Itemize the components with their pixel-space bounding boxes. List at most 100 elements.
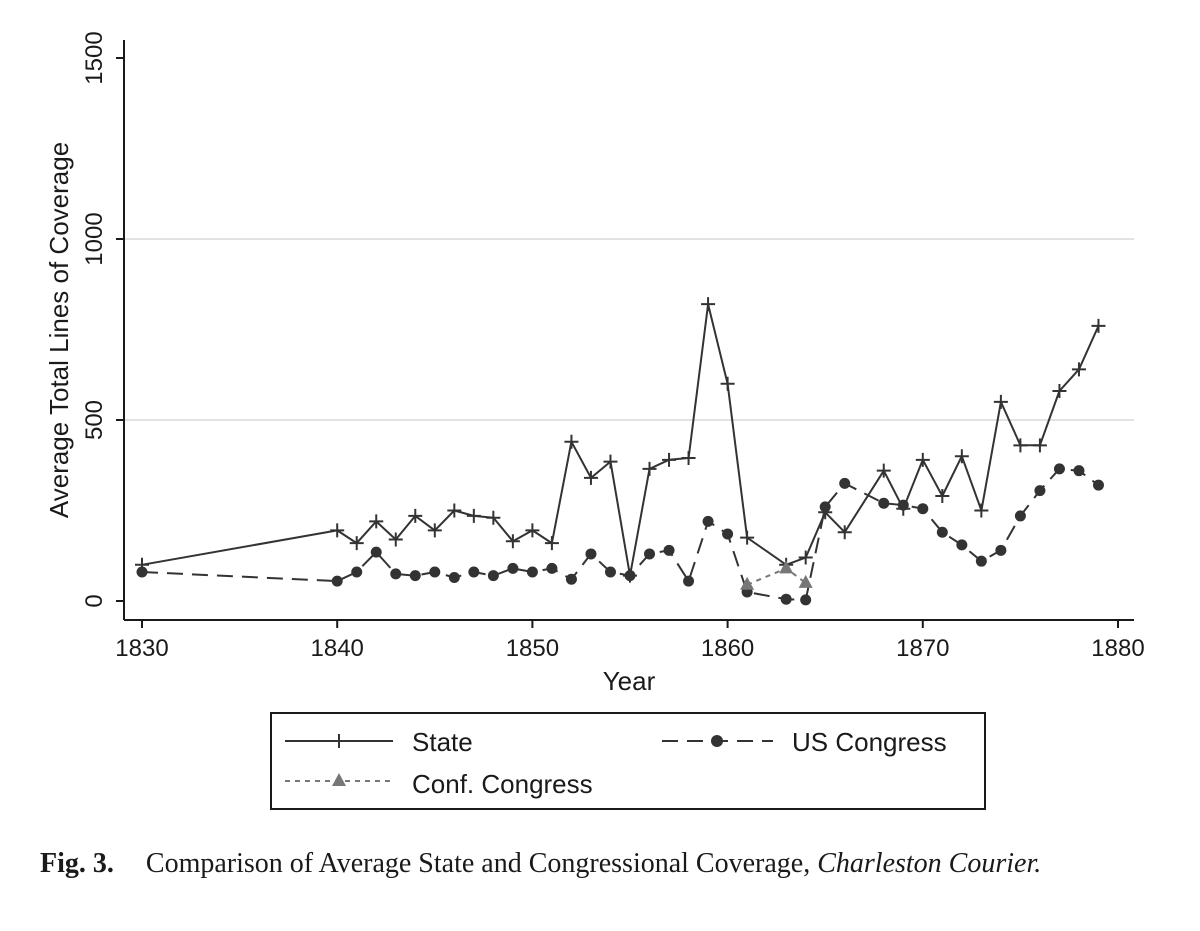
point-state-1870 — [915, 452, 930, 467]
x-tick-label-1880: 1880 — [1091, 635, 1144, 662]
point-us-congress-1855 — [624, 570, 636, 582]
point-state-1875 — [1013, 438, 1028, 453]
point-us-congress-1870 — [917, 503, 929, 515]
figure-caption-italic: Charleston Courier. — [817, 848, 1042, 879]
point-us-congress-1843 — [390, 568, 402, 580]
point-state-1844 — [408, 508, 423, 523]
point-us-congress-1874 — [995, 544, 1007, 556]
figure-caption: Fig. 3. Comparison of Average State and C… — [40, 848, 1180, 880]
point-us-congress-1849 — [507, 562, 519, 574]
series-us-congress — [136, 463, 1104, 606]
legend-us-congress-label: US Congress — [792, 727, 947, 757]
point-us-congress-1860 — [722, 528, 734, 540]
point-state-1852 — [564, 434, 579, 449]
point-state-1848 — [486, 510, 501, 525]
x-tick-label-1830: 1830 — [115, 635, 168, 662]
point-state-1842 — [369, 514, 384, 529]
point-us-congress-1869 — [897, 499, 909, 511]
point-us-congress-1859 — [702, 515, 714, 527]
series-line-conf-congress — [746, 567, 807, 586]
point-state-1866 — [837, 525, 852, 540]
point-state-1879 — [1091, 318, 1106, 333]
point-state-1849 — [505, 534, 520, 549]
series-layer — [135, 297, 1106, 606]
legend-box — [270, 712, 986, 810]
x-axis-title: Year — [603, 666, 656, 696]
point-conf-congress-1863 — [779, 560, 794, 574]
point-us-congress-1840 — [331, 575, 343, 587]
series-line-us-congress — [141, 467, 1100, 601]
point-conf-congress-1864 — [798, 574, 813, 588]
legend-conf-congress-marker — [332, 773, 346, 786]
figure-caption-text: Comparison of Average State and Congress… — [145, 848, 811, 879]
point-state-1874 — [993, 394, 1008, 409]
ticks-layer: 0 500 1000 1500 1830 1840 1850 1860 1870 1880 — [81, 31, 1145, 662]
point-state-1860 — [720, 376, 735, 391]
point-us-congress-1847 — [468, 566, 480, 578]
y-tick-label-0: 0 — [81, 594, 108, 607]
point-state-1861 — [740, 530, 755, 545]
point-us-congress-1852 — [565, 573, 577, 585]
point-state-1858 — [681, 451, 696, 466]
y-tick-label-1500: 1500 — [81, 31, 108, 84]
legend: State US Congress Conf. Congress — [270, 712, 986, 810]
legend-item-state: State — [285, 727, 473, 757]
point-us-congress-1871 — [936, 526, 948, 538]
point-us-congress-1877 — [1053, 463, 1065, 475]
point-us-congress-1848 — [487, 570, 499, 582]
x-tick-label-1860: 1860 — [701, 635, 754, 662]
legend-us-congress-marker — [711, 735, 723, 747]
point-us-congress-1851 — [546, 562, 558, 574]
point-us-congress-1854 — [604, 566, 616, 578]
point-state-1846 — [447, 503, 462, 518]
point-us-congress-1875 — [1014, 510, 1026, 522]
point-us-congress-1857 — [663, 544, 675, 556]
point-us-congress-1841 — [351, 566, 363, 578]
point-state-1843 — [388, 532, 403, 547]
point-state-1859 — [701, 297, 716, 312]
point-state-1864 — [798, 550, 813, 565]
series-state — [135, 297, 1106, 583]
point-state-1851 — [544, 536, 559, 551]
point-state-1853 — [583, 470, 598, 485]
point-state-1854 — [603, 454, 618, 469]
point-us-congress-1878 — [1073, 465, 1085, 477]
y-tick-label-500: 500 — [81, 400, 108, 440]
point-us-congress-1863 — [780, 593, 792, 605]
point-us-congress-1844 — [409, 570, 421, 582]
point-us-congress-1842 — [370, 546, 382, 558]
series-conf-congress — [740, 560, 813, 590]
point-state-1872 — [954, 449, 969, 464]
point-state-1841 — [349, 536, 364, 551]
axes-layer — [123, 40, 1134, 621]
x-tick-label-1870: 1870 — [896, 635, 949, 662]
point-state-1850 — [525, 523, 540, 538]
point-state-1868 — [876, 463, 891, 478]
figure-caption-label: Fig. 3. — [40, 848, 114, 879]
point-state-1878 — [1071, 362, 1086, 377]
point-state-1840 — [330, 523, 345, 538]
legend-item-us-congress: US Congress — [662, 727, 947, 757]
legend-state-marker — [332, 734, 346, 748]
y-tick-label-1000: 1000 — [81, 212, 108, 265]
grid-layer — [124, 238, 1134, 421]
x-tick-label-1850: 1850 — [506, 635, 559, 662]
point-state-1873 — [974, 503, 989, 518]
point-us-congress-1856 — [644, 548, 656, 560]
point-us-congress-1864 — [800, 594, 812, 606]
point-us-congress-1873 — [975, 555, 987, 567]
point-us-congress-1858 — [683, 575, 695, 587]
point-us-congress-1853 — [585, 548, 597, 560]
point-state-1871 — [935, 489, 950, 504]
point-us-congress-1865 — [819, 501, 831, 513]
y-axis-title: Average Total Lines of Coverage — [44, 142, 74, 518]
point-state-1845 — [427, 523, 442, 538]
point-us-congress-1868 — [878, 497, 890, 509]
point-state-1856 — [642, 461, 657, 476]
point-us-congress-1845 — [429, 566, 441, 578]
point-state-1877 — [1052, 384, 1067, 399]
chart: 0 500 1000 1500 1830 1840 1850 1860 1870 1880 Yea… — [44, 31, 1145, 810]
x-tick-label-1840: 1840 — [311, 635, 364, 662]
point-state-1857 — [662, 452, 677, 467]
point-us-congress-1872 — [956, 539, 968, 551]
